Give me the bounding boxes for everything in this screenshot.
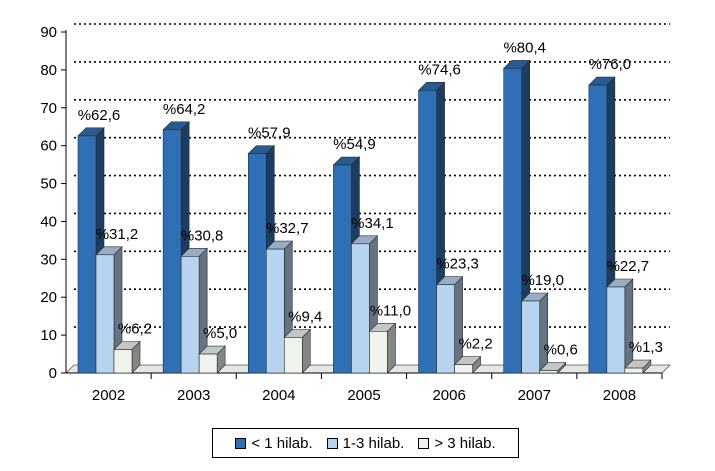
- bar-side-s2-2007: [539, 292, 549, 374]
- bar-s2-2003: [180, 256, 200, 374]
- bar-s2-2007: [521, 300, 541, 374]
- y-tick-label-60: 60: [40, 138, 57, 155]
- bar-s3-2008: [624, 367, 644, 374]
- data-label-s3-2006: %2,2: [458, 336, 492, 353]
- data-label-s3-2002: %6,2: [118, 321, 152, 338]
- legend-item-series-3: > 3 hilab.: [418, 434, 496, 452]
- bar-s2-2005: [351, 243, 370, 374]
- x-tick-label-2003: 2003: [177, 387, 210, 404]
- legend-label-series-1: < 1 hilab.: [251, 434, 313, 452]
- legend-label-series-2: 1-3 hilab.: [342, 434, 405, 452]
- legend-item-series-1: < 1 hilab.: [235, 434, 313, 452]
- y-tick-label-10: 10: [40, 327, 57, 344]
- y-tick-label-0: 0: [49, 365, 57, 382]
- bar-s2-2002: [95, 254, 115, 374]
- bar-side-s2-2008: [624, 278, 634, 374]
- bar-s1-2007: [503, 68, 523, 374]
- y-tick-label-20: 20: [40, 289, 57, 306]
- chart-legend: < 1 hilab. 1-3 hilab. > 3 hilab.: [212, 428, 519, 458]
- y-tick-label-50: 50: [40, 176, 57, 193]
- data-label-s2-2002: %31,2: [96, 226, 139, 243]
- bar-s3-2005: [369, 331, 388, 374]
- bar-s3-2003: [198, 353, 218, 374]
- bar-s3-2006: [454, 364, 473, 374]
- x-tick-label-2008: 2008: [603, 387, 636, 404]
- bar-s1-2003: [162, 129, 182, 374]
- bar-s1-2002: [77, 135, 97, 374]
- bar-s1-2008: [588, 84, 608, 374]
- bar-chart: 0 10 20 30 40 50 60 70 80 90 2002 %62,6 %31,2 %6,2 200…: [40, 23, 671, 404]
- bar-s1-2006: [418, 90, 437, 374]
- data-label-s1-2003: %64,2: [163, 101, 206, 118]
- bar-side-s3-2005: [387, 322, 396, 374]
- legend-swatch-series-1: [235, 437, 247, 449]
- data-label-s1-2004: %57,9: [248, 125, 291, 142]
- bar-s3-2002: [113, 349, 133, 374]
- bar-s1-2004: [247, 153, 267, 374]
- x-tick-label-2005: 2005: [347, 387, 380, 404]
- x-tick-label-2004: 2004: [262, 387, 295, 404]
- x-tick-label-2002: 2002: [92, 387, 125, 404]
- data-label-s1-2005: %54,9: [333, 136, 376, 153]
- y-tick-label-40: 40: [40, 213, 57, 230]
- data-label-s1-2006: %74,6: [418, 61, 461, 78]
- bar-s1-2005: [333, 164, 352, 374]
- data-label-s2-2004: %32,7: [266, 220, 309, 237]
- data-label-s1-2008: %76,0: [589, 56, 632, 73]
- data-label-s2-2003: %30,8: [181, 227, 224, 244]
- data-label-s1-2002: %62,6: [78, 107, 121, 124]
- legend-item-series-2: 1-3 hilab.: [326, 434, 405, 452]
- data-label-s2-2006: %23,3: [436, 256, 479, 273]
- data-label-s1-2007: %80,4: [503, 39, 546, 56]
- x-tick-label-2006: 2006: [432, 387, 465, 404]
- data-label-s3-2007: %0,6: [544, 342, 578, 359]
- y-tick-label-90: 90: [40, 24, 57, 41]
- legend-label-series-3: > 3 hilab.: [434, 434, 496, 452]
- data-label-s3-2004: %9,4: [288, 308, 322, 325]
- data-label-s2-2007: %19,0: [521, 272, 564, 289]
- data-label-s2-2005: %34,1: [351, 215, 394, 232]
- legend-swatch-series-3: [418, 437, 430, 449]
- y-tick-label-70: 70: [40, 100, 57, 117]
- y-tick-label-30: 30: [40, 251, 57, 268]
- bar-s3-2004: [283, 337, 303, 374]
- data-label-s3-2008: %1,3: [629, 339, 663, 356]
- x-tick-label-2007: 2007: [518, 387, 551, 404]
- data-label-s2-2008: %22,7: [607, 258, 650, 275]
- data-label-s3-2005: %11,0: [370, 302, 411, 319]
- bar-s2-2008: [606, 286, 626, 374]
- bar-s2-2004: [265, 248, 285, 374]
- data-label-s3-2003: %5,0: [203, 325, 237, 342]
- legend-swatch-series-2: [326, 437, 338, 449]
- bar-s3-2007: [539, 370, 559, 374]
- y-tick-label-80: 80: [40, 62, 57, 79]
- bar-s2-2006: [436, 284, 455, 374]
